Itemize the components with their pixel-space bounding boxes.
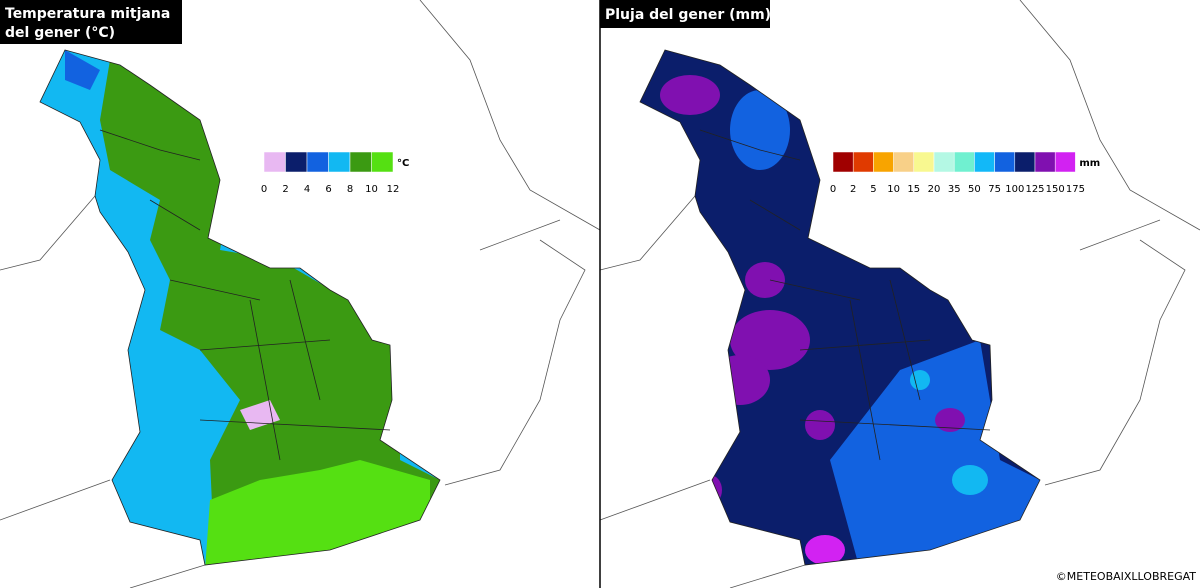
legend-swatch [328, 151, 351, 173]
legend-swatch [306, 151, 329, 173]
legend-label: 175 [1066, 184, 1085, 195]
legend-label: 125 [1025, 184, 1044, 195]
legend-label: 100 [1005, 184, 1024, 195]
legend-swatch [263, 151, 286, 173]
legend-swatch [893, 151, 915, 173]
legend-label: 150 [1046, 184, 1065, 195]
legend-label: 35 [948, 184, 961, 195]
legend-label: 2 [850, 184, 856, 195]
legend-swatch [1034, 151, 1056, 173]
legend-swatch [913, 151, 935, 173]
legend-swatch [349, 151, 372, 173]
legend-label: 75 [988, 184, 1001, 195]
legend-label: 50 [968, 184, 981, 195]
title-box [0, 0, 182, 44]
title: del gener (°C) [5, 25, 115, 41]
legend-label: 8 [347, 184, 353, 195]
legend-swatch [953, 151, 975, 173]
legend-swatch [832, 151, 854, 173]
legend-swatch [1014, 151, 1036, 173]
legend-label: 2 [282, 184, 288, 195]
temperature-map [0, 0, 601, 588]
legend-label: 10 [365, 184, 378, 195]
legend-label: 15 [907, 184, 920, 195]
legend-swatch [873, 151, 894, 173]
legend-label: 6 [325, 184, 331, 195]
title-box [600, 0, 770, 28]
legend-label: 5 [870, 184, 876, 195]
legend-label: 20 [928, 184, 941, 195]
title: Pluja del gener (mm) [605, 7, 771, 23]
legend-swatch [852, 151, 874, 173]
legend-label: 0 [261, 184, 267, 195]
legend-label: 4 [304, 184, 310, 195]
legend-label: 0 [830, 184, 836, 195]
credit: ©METEOBAIXLLOBREGAT [1056, 570, 1196, 583]
legend-swatch [371, 151, 394, 173]
legend-unit: mm [1079, 158, 1100, 169]
rainfall-map [599, 0, 1200, 588]
legend-swatch [1054, 151, 1076, 173]
legend-swatch [974, 151, 995, 173]
legend-unit: °C [397, 158, 409, 169]
legend-swatch [994, 151, 1016, 173]
legend-swatch [933, 151, 955, 173]
title: Temperatura mitjana [5, 6, 170, 22]
legend-label: 10 [887, 184, 900, 195]
legend-label: 12 [387, 184, 400, 195]
legend-swatch [285, 151, 308, 173]
